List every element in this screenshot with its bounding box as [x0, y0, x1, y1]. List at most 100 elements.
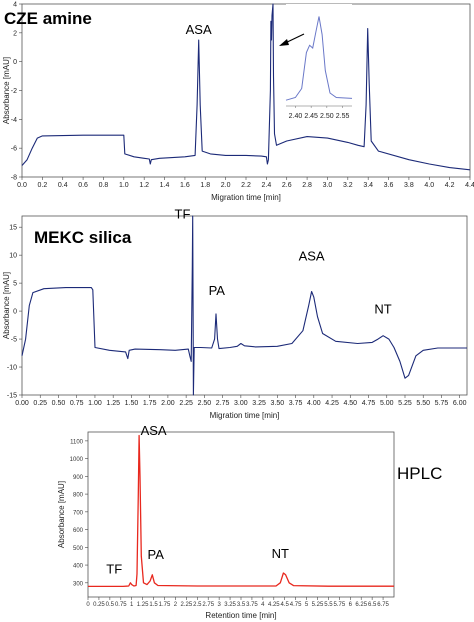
hplc-y-axis-label: Absorbance [mAU] — [57, 481, 66, 548]
hplc-x-tick-label: 5.25 — [312, 602, 324, 608]
cze-x-tick-label: 0.8 — [99, 182, 109, 189]
hplc-x-tick-label: 1.75 — [159, 602, 171, 608]
hplc-y-tick-label: 1000 — [70, 457, 84, 463]
cze-plot-frame — [21, 3, 471, 178]
hplc-y-tick-label: 700 — [73, 510, 84, 516]
cze-x-tick-label: 2.8 — [302, 182, 312, 189]
mekc-x-tick-label: 1.25 — [106, 400, 120, 407]
mekc-x-tick-label: 4.75 — [362, 400, 376, 407]
mekc-series-line — [21, 215, 467, 396]
mekc-y-tick-label: 0 — [13, 309, 17, 316]
hplc-x-tick-label: 0.25 — [93, 602, 105, 608]
mekc-x-tick-label: 0.50 — [52, 400, 66, 407]
cze-inset: 2.40 2.45 2.50 2.55 — [279, 4, 353, 120]
mekc-x-axis-label: Migration time [min] — [210, 411, 280, 420]
hplc-series-line — [88, 434, 394, 588]
mekc-peak-label: NT — [374, 301, 391, 316]
hplc-y-tick-label: 900 — [73, 475, 84, 481]
cze-x-tick-label: 4.4 — [465, 182, 474, 189]
cze-x-tick-label: 4.0 — [424, 182, 434, 189]
cze-inset-x-tick-label: 2.45 — [304, 113, 318, 120]
hplc-x-tick-label: 5.75 — [334, 602, 346, 608]
cze-y-tick-label: 2 — [13, 30, 17, 37]
hplc-x-tick-label: 3 — [217, 602, 221, 608]
hplc-y-tick-label: 800 — [73, 493, 84, 499]
cze-x-tick-label: 2.4 — [261, 182, 271, 189]
cze-x-tick-label: 3.2 — [343, 182, 353, 189]
cze-x-tick-label: 0.2 — [37, 182, 47, 189]
cze-x-axis-label: Migration time [min] — [211, 193, 281, 202]
hplc-x-axis-label: Retention time [min] — [205, 611, 276, 620]
mekc-title: MEKC silica — [34, 228, 132, 247]
mekc-x-tick-label: 4.25 — [325, 400, 339, 407]
hplc-x-tick-label: 5 — [305, 602, 309, 608]
mekc-x-tick-label: 4.50 — [343, 400, 357, 407]
mekc-x-tick-label: 2.75 — [216, 400, 230, 407]
hplc-x-tick-label: 1 — [130, 602, 134, 608]
cze-inset-x-tick-label: 2.40 — [289, 113, 303, 120]
hplc-x-tick-label: 5.5 — [324, 602, 333, 608]
hplc-x-tick-label: 3.5 — [237, 602, 246, 608]
cze-y-tick-label: -2 — [11, 88, 17, 95]
mekc-x-tick-label: 5.00 — [380, 400, 394, 407]
cze-x-tick-label: 0.0 — [17, 182, 27, 189]
hplc-x-tick-label: 4.75 — [290, 602, 302, 608]
mekc-x-tick-label: 2.25 — [179, 400, 193, 407]
hplc-peak-label: TF — [106, 561, 122, 576]
mekc-y-tick-label: 10 — [9, 253, 17, 260]
mekc-peak-label: ASA — [299, 248, 325, 263]
hplc-y-tick-label: 600 — [73, 528, 84, 534]
mekc-x-tick-label: 0.75 — [70, 400, 84, 407]
mekc-x-tick-label: 1.50 — [125, 400, 139, 407]
mekc-x-tick-label: 3.50 — [271, 400, 285, 407]
hplc-y-tick-label: 300 — [73, 581, 84, 587]
mekc-x-tick-label: 3.00 — [234, 400, 248, 407]
cze-y-tick-label: -6 — [11, 146, 17, 153]
mekc-y-tick-label: -10 — [7, 365, 17, 372]
hplc-x-tick-label: 3.25 — [224, 602, 236, 608]
hplc-y-tick-label: 1100 — [70, 439, 84, 445]
hplc-x-tick-label: 3.75 — [246, 602, 258, 608]
cze-y-tick-label: 0 — [13, 59, 17, 66]
mekc-x-tick-label: 4.00 — [307, 400, 321, 407]
cze-y-tick-label: 4 — [13, 2, 17, 9]
mekc-y-tick-label: 15 — [9, 225, 17, 232]
cze-peak-label: ASA — [186, 22, 212, 37]
hplc-x-tick-label: 6 — [349, 602, 353, 608]
cze-chart: 0.0 0.2 0.4 0.6 0.8 1.0 1.2 1.4 1.6 1.8 2.0 2.2 2.4 2… — [2, 0, 474, 202]
mekc-x-tick-label: 0.25 — [33, 400, 47, 407]
hplc-chart: 0 0.25 0.5 0.75 1 1.25 1.5 1.75 2 2.25 2.5 2.75 3 3.2… — [57, 423, 442, 620]
hplc-peak-label: PA — [148, 547, 165, 562]
cze-x-tick-label: 3.6 — [384, 182, 394, 189]
mekc-x-tick-label: 5.25 — [398, 400, 412, 407]
mekc-x-tick-label: 3.75 — [289, 400, 303, 407]
mekc-x-tick-label: 1.75 — [143, 400, 157, 407]
mekc-y-tick-label: -5 — [11, 337, 17, 344]
cze-x-tick-label: 2.2 — [241, 182, 251, 189]
cze-title: CZE amine — [4, 9, 92, 28]
hplc-x-tick-label: 2.5 — [193, 602, 202, 608]
hplc-x-tick-label: 6.75 — [377, 602, 389, 608]
cze-y-axis-label: Absorbance [mAU] — [2, 57, 11, 124]
cze-x-tick-label: 1.0 — [119, 182, 129, 189]
hplc-x-tick-label: 4.25 — [268, 602, 280, 608]
cze-series-line — [21, 3, 471, 171]
hplc-x-tick-label: 2 — [174, 602, 178, 608]
mekc-x-tick-label: 2.00 — [161, 400, 175, 407]
hplc-y-tick-label: 400 — [73, 564, 84, 570]
mekc-peak-label: PA — [209, 283, 226, 298]
cze-inset-x-tick-label: 2.50 — [320, 113, 334, 120]
cze-x-tick-label: 1.8 — [200, 182, 210, 189]
hplc-x-tick-label: 0 — [86, 602, 90, 608]
hplc-x-tick-label: 1.5 — [149, 602, 158, 608]
cze-peak-label: TF — [306, 0, 322, 1]
hplc-x-tick-label: 1.25 — [137, 602, 149, 608]
cze-x-tick-label: 1.2 — [139, 182, 149, 189]
hplc-x-tick-label: 4 — [261, 602, 265, 608]
cze-x-tick-label: 4.2 — [445, 182, 455, 189]
hplc-x-tick-label: 2.25 — [181, 602, 193, 608]
mekc-x-tick-label: 1.00 — [88, 400, 102, 407]
hplc-peak-label: ASA — [141, 423, 167, 438]
cze-x-tick-label: 2.6 — [282, 182, 292, 189]
